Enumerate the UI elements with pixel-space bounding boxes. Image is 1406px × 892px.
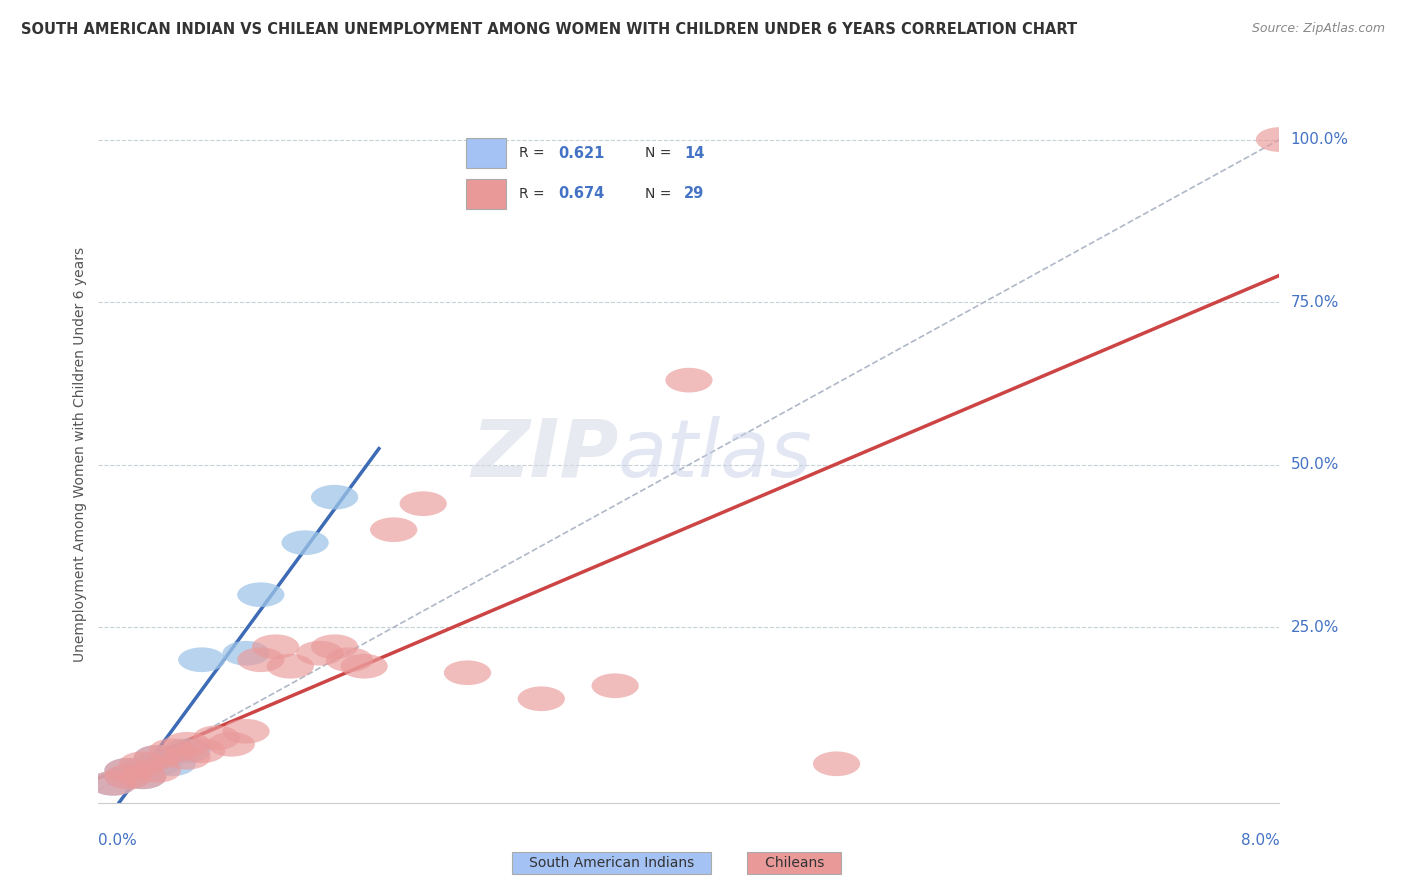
Ellipse shape [444,660,491,685]
Ellipse shape [149,739,195,764]
Text: atlas: atlas [619,416,813,494]
Ellipse shape [517,687,565,711]
Y-axis label: Unemployment Among Women with Children Under 6 years: Unemployment Among Women with Children U… [73,247,87,663]
Ellipse shape [90,771,136,796]
Text: 100.0%: 100.0% [1291,132,1348,147]
Ellipse shape [238,648,284,672]
Ellipse shape [104,764,152,789]
Text: 8.0%: 8.0% [1240,833,1279,848]
Text: South American Indians: South American Indians [516,855,707,870]
Ellipse shape [90,771,136,796]
Ellipse shape [149,751,195,776]
Text: Chileans: Chileans [752,855,837,870]
Ellipse shape [311,634,359,659]
Ellipse shape [592,673,638,698]
Ellipse shape [665,368,713,392]
Ellipse shape [104,764,152,789]
Ellipse shape [340,654,388,679]
Ellipse shape [104,758,152,782]
Text: ZIP: ZIP [471,416,619,494]
Ellipse shape [193,725,240,750]
Ellipse shape [120,764,166,789]
Ellipse shape [134,758,181,782]
Text: SOUTH AMERICAN INDIAN VS CHILEAN UNEMPLOYMENT AMONG WOMEN WITH CHILDREN UNDER 6 : SOUTH AMERICAN INDIAN VS CHILEAN UNEMPLO… [21,22,1077,37]
Ellipse shape [813,751,860,776]
Ellipse shape [163,732,211,756]
Ellipse shape [222,640,270,665]
Ellipse shape [134,751,181,776]
Ellipse shape [179,648,225,672]
Ellipse shape [297,640,343,665]
Text: 0.0%: 0.0% [98,833,138,848]
Ellipse shape [134,745,181,770]
Ellipse shape [134,745,181,770]
Text: 75.0%: 75.0% [1291,294,1339,310]
Ellipse shape [370,517,418,542]
Ellipse shape [120,758,166,782]
Ellipse shape [120,751,166,776]
Ellipse shape [120,764,166,789]
Ellipse shape [1256,128,1303,152]
Ellipse shape [163,739,211,764]
Ellipse shape [281,531,329,555]
Ellipse shape [267,654,314,679]
Text: Source: ZipAtlas.com: Source: ZipAtlas.com [1251,22,1385,36]
Ellipse shape [222,719,270,744]
Text: 25.0%: 25.0% [1291,620,1339,635]
Ellipse shape [208,732,254,756]
Ellipse shape [238,582,284,607]
Ellipse shape [104,758,152,782]
Ellipse shape [252,634,299,659]
Ellipse shape [326,648,373,672]
Ellipse shape [163,745,211,770]
Ellipse shape [399,491,447,516]
Ellipse shape [311,485,359,509]
Text: 50.0%: 50.0% [1291,458,1339,472]
Ellipse shape [179,739,225,764]
